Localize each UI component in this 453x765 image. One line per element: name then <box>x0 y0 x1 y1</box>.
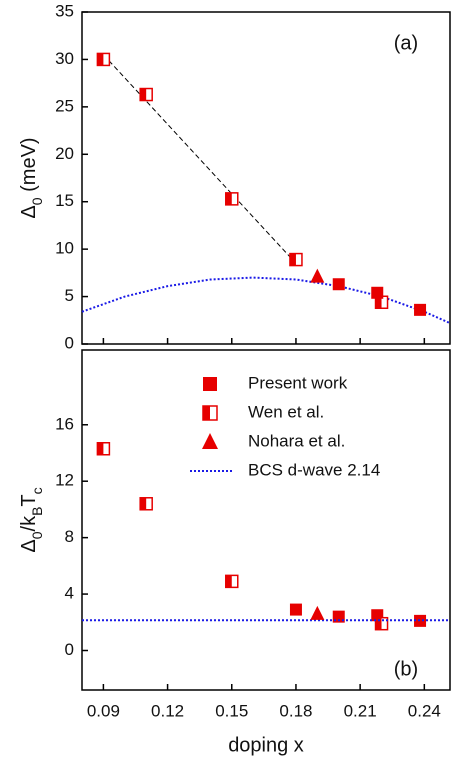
marker-half <box>375 617 382 630</box>
legend-label: Present work <box>248 373 348 392</box>
marker <box>139 497 153 511</box>
marker <box>414 614 427 627</box>
marker-half <box>225 575 232 588</box>
x-axis-label: doping x <box>228 734 304 756</box>
y-tick-label: 25 <box>55 96 74 115</box>
y-tick-label: 20 <box>55 144 74 163</box>
y-tick-label: 8 <box>65 527 74 546</box>
panel: 0 4 8 12 16 0.09 0.12 0.15 0.18 0.21 0.24 doping x Δ… <box>18 349 451 756</box>
y-axis-label: Δ0 (meV) <box>18 137 44 218</box>
marker <box>289 603 302 616</box>
marker <box>310 605 325 620</box>
y-tick-label: 0 <box>65 640 74 659</box>
y-tick-label: 15 <box>55 191 74 210</box>
x-tick-label: 0.09 <box>87 701 120 720</box>
marker <box>371 286 384 299</box>
y-tick-label: 35 <box>55 1 74 20</box>
x-tick-label: 0.12 <box>151 701 184 720</box>
plot-frame <box>81 11 451 345</box>
marker <box>332 278 345 291</box>
y-axis-label-part: T <box>18 494 40 506</box>
marker-half <box>97 53 104 66</box>
y-axis-label-part: 0 <box>29 197 45 205</box>
marker <box>225 192 239 206</box>
y-tick-label: 30 <box>55 49 74 68</box>
series-line <box>81 276 451 325</box>
y-tick-label: 5 <box>65 286 74 305</box>
y-axis-label-part: Δ <box>18 539 40 552</box>
y-tick-label: 4 <box>65 584 74 603</box>
y-tick-label: 12 <box>55 471 74 490</box>
x-tick-label: 0.24 <box>408 701 441 720</box>
series-line <box>103 54 297 264</box>
marker <box>374 616 389 631</box>
x-tick-label: 0.15 <box>215 701 248 720</box>
legend-label: BCS d-wave 2.14 <box>248 460 380 479</box>
marker-half <box>225 192 232 205</box>
legend-marker <box>202 433 218 449</box>
x-tick-label: 0.18 <box>279 701 312 720</box>
marker <box>414 303 427 316</box>
marker-half <box>97 442 104 455</box>
y-tick-label: 0 <box>65 333 74 352</box>
y-tick-label: 10 <box>55 239 74 258</box>
y-axis-label-part: B <box>29 507 45 516</box>
marker-half <box>289 253 296 266</box>
y-axis-label-part: c <box>29 487 45 494</box>
marker <box>310 268 325 283</box>
marker-half <box>203 406 210 420</box>
legend-label: Wen et al. <box>248 402 324 421</box>
y-axis-label: Δ0/kBTc <box>18 487 44 552</box>
marker-half <box>140 88 147 101</box>
y-tick-label: 16 <box>55 414 74 433</box>
marker <box>139 87 153 102</box>
marker <box>225 574 239 589</box>
y-axis-label-part: 0 <box>29 531 45 539</box>
y-axis-label-part: /k <box>18 515 40 532</box>
marker <box>289 252 303 267</box>
panel-label: (a) <box>394 32 418 54</box>
marker-half <box>140 497 147 510</box>
y-axis-label-part: Δ <box>18 205 40 218</box>
y-axis-label-part: (meV) <box>18 137 40 197</box>
marker <box>96 52 111 67</box>
legend-marker <box>203 377 217 391</box>
marker <box>96 442 111 456</box>
x-tick-label: 0.21 <box>344 701 377 720</box>
legend-label: Nohara et al. <box>248 431 345 450</box>
marker-half <box>375 296 382 309</box>
plot-frame <box>81 349 451 691</box>
panel-label: (b) <box>394 658 418 680</box>
legend-marker <box>202 405 218 421</box>
